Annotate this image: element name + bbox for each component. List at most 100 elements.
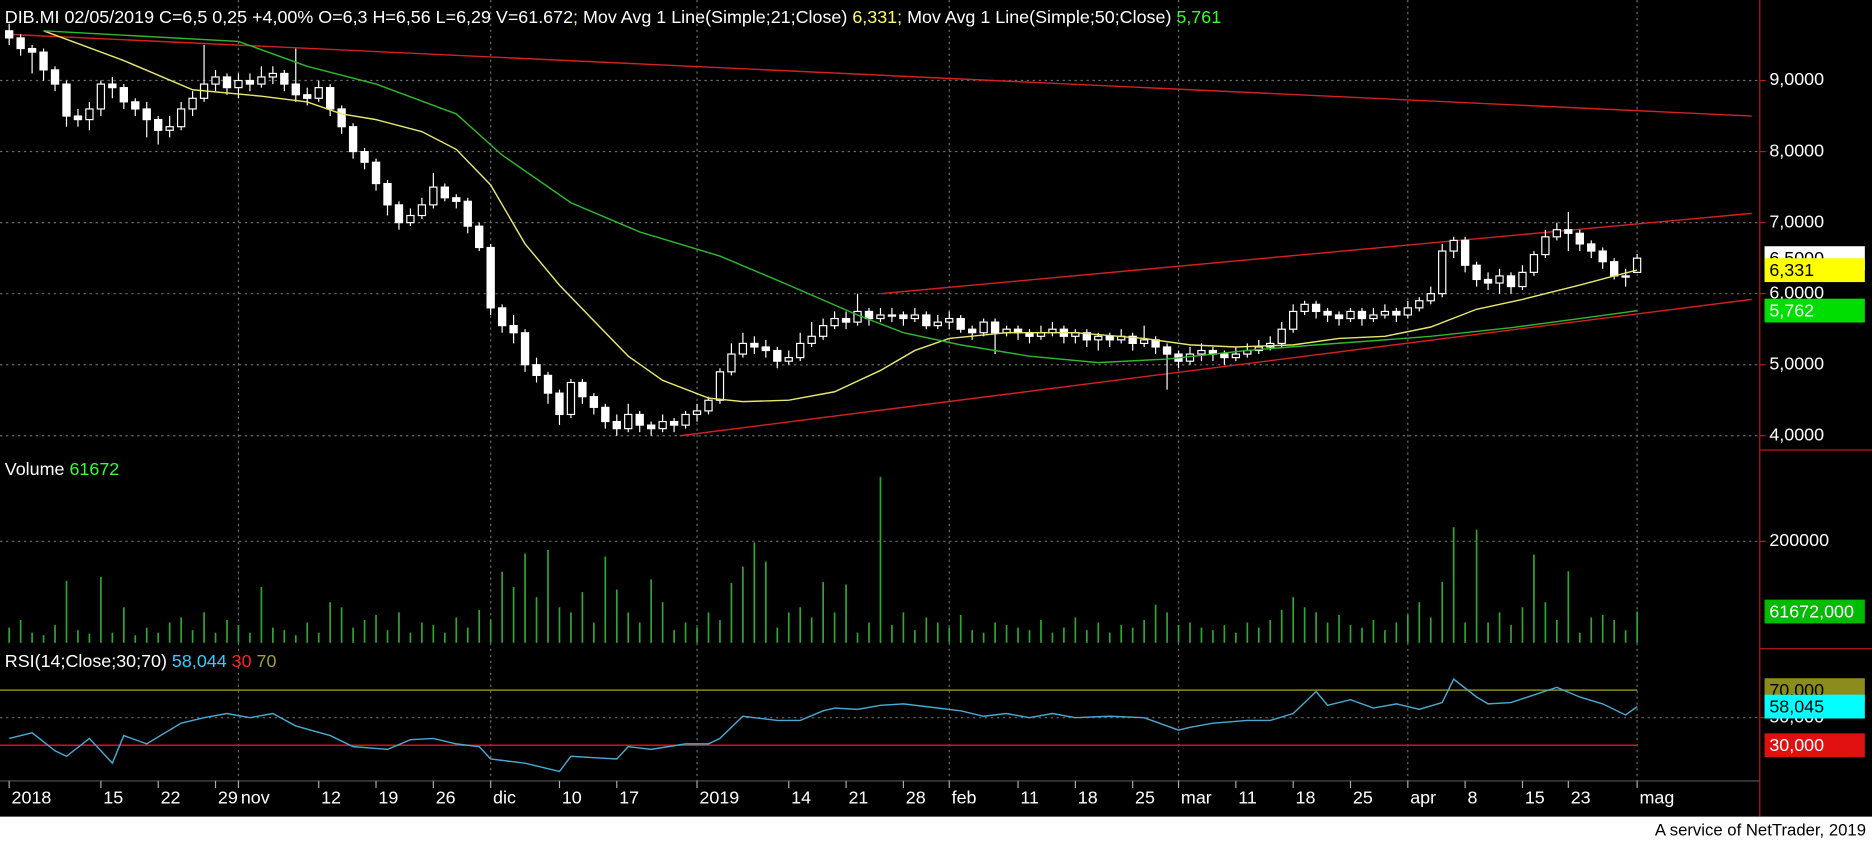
candle-body <box>257 76 266 85</box>
candle-body <box>1094 335 1103 341</box>
candle-body <box>303 94 312 99</box>
candle-body <box>96 83 106 110</box>
x-tick-label: 12 <box>321 787 341 807</box>
candle-body <box>1197 349 1206 355</box>
candle-body <box>578 381 587 398</box>
value-box-label: 6,331 <box>1769 260 1814 280</box>
candle-body <box>486 246 495 309</box>
candle-body <box>62 83 71 117</box>
candle-body <box>1518 271 1527 288</box>
candle-body <box>1105 335 1114 341</box>
y-tick-label: 8,0000 <box>1769 140 1824 160</box>
candle-body <box>188 97 197 110</box>
background <box>0 0 1872 817</box>
candle-body <box>1587 243 1596 252</box>
value-box <box>1764 298 1865 323</box>
candle-body <box>463 200 472 227</box>
candle-body <box>108 83 117 89</box>
value-box-label: 58,045 <box>1769 697 1824 717</box>
x-tick-label: 22 <box>161 787 181 807</box>
candle-body <box>1529 254 1539 273</box>
candle-body <box>773 349 782 362</box>
candle-body <box>1495 275 1504 284</box>
panel-title: DIB.MI 02/05/2019 C=6,5 0,25 +4,00% O=6,… <box>5 7 1221 27</box>
y-tick-label: 5,0000 <box>1769 353 1824 373</box>
value-box <box>1764 599 1865 624</box>
candle-body <box>1609 261 1619 277</box>
x-tick-label: 2018 <box>12 787 52 807</box>
x-tick-label: 19 <box>378 787 398 807</box>
candle-body <box>1415 300 1424 309</box>
x-tick-label: 25 <box>1135 787 1155 807</box>
candle-body <box>750 342 759 348</box>
label-layer: DIB.MI 02/05/2019 C=6,5 0,25 +4,00% O=6,… <box>5 7 1865 807</box>
candle-body <box>314 87 323 99</box>
candle-body <box>406 214 415 224</box>
title-part: RSI(14;Close;30;70) <box>5 651 167 671</box>
x-tick-label: 8 <box>1468 787 1478 807</box>
candle-body <box>1426 293 1435 302</box>
x-tick-label: dic <box>493 787 516 807</box>
candle-body <box>864 310 874 320</box>
grid-layer <box>0 0 1766 789</box>
candle-body <box>131 101 140 110</box>
candle-body <box>1162 346 1172 355</box>
candle-body <box>1323 310 1332 316</box>
trendline <box>880 212 1752 295</box>
candle-body <box>1460 239 1470 266</box>
x-tick-label: 18 <box>1296 787 1316 807</box>
candle-body <box>1472 264 1481 281</box>
series-line <box>9 678 1638 773</box>
candle-body <box>727 353 736 373</box>
footer: A service of NetTrader, 2019 <box>1655 820 1866 839</box>
candle-body <box>1311 303 1321 313</box>
candle-body <box>222 76 232 89</box>
candle-body <box>280 72 289 85</box>
candle-body <box>646 424 656 430</box>
trendline <box>679 298 1752 437</box>
panel-title: RSI(14;Close;30;70) 58,044 30 70 <box>5 651 277 671</box>
candle-body <box>601 406 610 423</box>
x-tick-label: 25 <box>1353 787 1373 807</box>
candle-body <box>830 317 839 327</box>
candle-body <box>383 182 392 206</box>
x-tick-label: 17 <box>619 787 639 807</box>
candle-body <box>119 87 128 103</box>
candle-body <box>1632 257 1642 273</box>
candle-body <box>876 314 885 320</box>
series-line <box>43 30 1638 364</box>
candle-body <box>1288 310 1298 330</box>
candle-body <box>348 126 358 153</box>
title-part: 61672 <box>64 459 119 479</box>
trendline <box>9 33 1752 117</box>
candle-body <box>967 328 977 334</box>
candle-body <box>933 321 942 327</box>
candle-body <box>818 325 828 337</box>
candle-body <box>715 371 725 401</box>
candle-body <box>142 108 151 121</box>
candle-body <box>1082 332 1091 341</box>
candle-body <box>669 420 679 426</box>
value-box <box>1764 694 1865 719</box>
candle-body <box>16 37 25 50</box>
x-tick-label: apr <box>1410 787 1436 807</box>
x-tick-label: 23 <box>1571 787 1591 807</box>
candle-body <box>692 410 702 416</box>
candle-body <box>796 342 805 359</box>
value-box-label: 5,762 <box>1769 301 1814 321</box>
title-part: Mov Avg 1 Line(Simple;21;Close) <box>578 7 847 27</box>
candle-body <box>452 197 461 202</box>
candle-body <box>1438 250 1447 295</box>
value-box-label: 30,000 <box>1769 735 1824 755</box>
candle-body <box>440 186 449 199</box>
candle-body <box>475 225 484 249</box>
candle-body <box>681 413 690 426</box>
candle-body <box>1231 353 1241 359</box>
candle-body <box>1139 339 1149 344</box>
y-tick-label: 7,0000 <box>1769 211 1824 231</box>
candle-body <box>27 47 37 53</box>
x-tick-label: 26 <box>436 787 456 807</box>
candle-body <box>658 420 667 430</box>
candle-body <box>853 310 862 323</box>
